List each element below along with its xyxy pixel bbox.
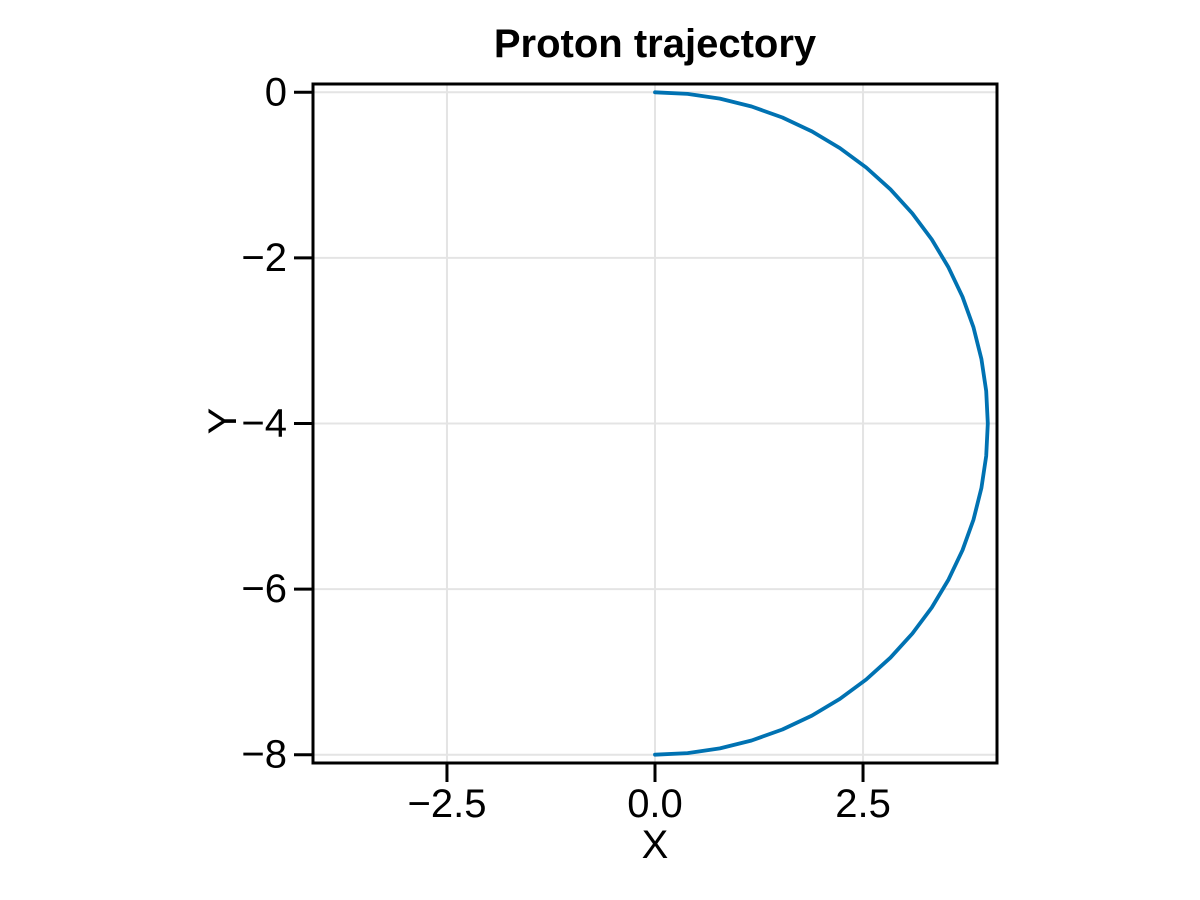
x-tick-label: −2.5 bbox=[407, 782, 486, 826]
plot-border bbox=[311, 82, 999, 765]
y-axis-label: Y bbox=[201, 407, 245, 435]
x-tick-label: 2.5 bbox=[835, 782, 891, 826]
y-tick-label: −6 bbox=[241, 567, 287, 611]
x-tick-label: 0.0 bbox=[627, 782, 683, 826]
trajectory-line bbox=[653, 90, 990, 757]
y-tick-label: −8 bbox=[241, 733, 287, 777]
x-axis-label: X bbox=[641, 823, 669, 867]
y-tick-label: −2 bbox=[241, 236, 287, 280]
y-tick-label: −4 bbox=[241, 402, 287, 446]
chart-title: Proton trajectory bbox=[493, 22, 817, 66]
y-tick-label: 0 bbox=[265, 70, 287, 114]
